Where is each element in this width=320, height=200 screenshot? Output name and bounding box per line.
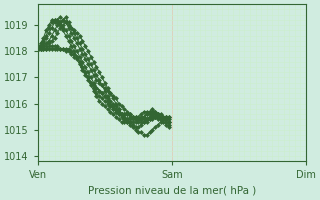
- X-axis label: Pression niveau de la mer( hPa ): Pression niveau de la mer( hPa ): [88, 186, 256, 196]
